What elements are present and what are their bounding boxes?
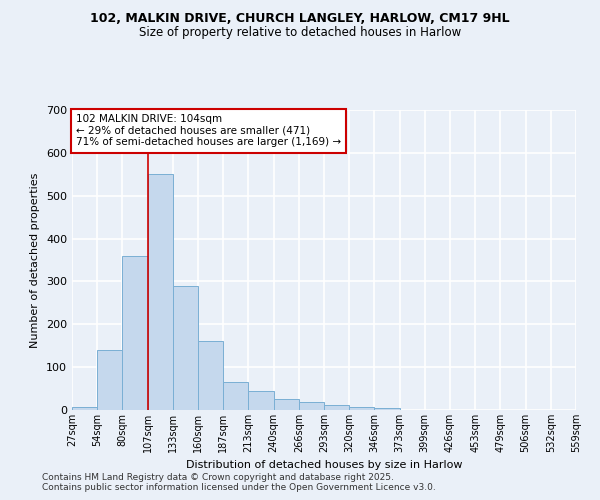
X-axis label: Distribution of detached houses by size in Harlow: Distribution of detached houses by size … bbox=[186, 460, 462, 470]
Text: Contains HM Land Registry data © Crown copyright and database right 2025.: Contains HM Land Registry data © Crown c… bbox=[42, 474, 394, 482]
Bar bbox=[248, 390, 274, 410]
Bar bbox=[97, 350, 122, 410]
Bar bbox=[173, 286, 198, 410]
Bar bbox=[122, 256, 148, 410]
Bar bbox=[274, 400, 299, 410]
Bar bbox=[198, 342, 223, 410]
Bar bbox=[72, 406, 97, 410]
Bar bbox=[148, 174, 173, 410]
Text: Size of property relative to detached houses in Harlow: Size of property relative to detached ho… bbox=[139, 26, 461, 39]
Text: Contains public sector information licensed under the Open Government Licence v3: Contains public sector information licen… bbox=[42, 484, 436, 492]
Bar bbox=[349, 406, 374, 410]
Bar bbox=[324, 405, 349, 410]
Bar bbox=[299, 402, 324, 410]
Text: 102, MALKIN DRIVE, CHURCH LANGLEY, HARLOW, CM17 9HL: 102, MALKIN DRIVE, CHURCH LANGLEY, HARLO… bbox=[90, 12, 510, 26]
Text: 102 MALKIN DRIVE: 104sqm
← 29% of detached houses are smaller (471)
71% of semi-: 102 MALKIN DRIVE: 104sqm ← 29% of detach… bbox=[76, 114, 341, 148]
Y-axis label: Number of detached properties: Number of detached properties bbox=[31, 172, 40, 348]
Bar bbox=[374, 408, 400, 410]
Bar bbox=[223, 382, 248, 410]
